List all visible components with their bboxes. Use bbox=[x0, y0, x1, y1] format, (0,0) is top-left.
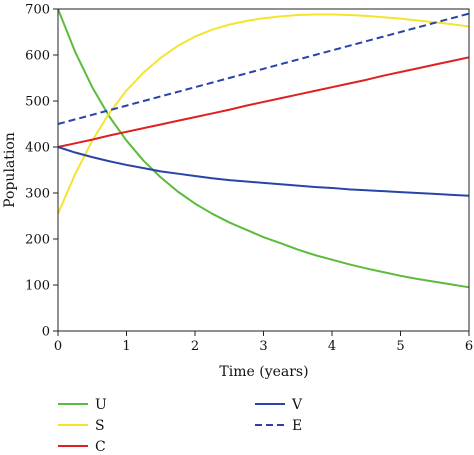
legend-item-c: C bbox=[58, 439, 106, 455]
y-tick-label: 400 bbox=[25, 141, 50, 156]
series-line-s bbox=[57, 13, 470, 215]
plot-frame bbox=[57, 8, 470, 332]
legend-item-v: V bbox=[255, 397, 303, 413]
legend-label: C bbox=[95, 439, 106, 455]
x-tick-label: 4 bbox=[328, 339, 336, 354]
x-axis-title: Time (years) bbox=[219, 364, 308, 380]
legend-item-s: S bbox=[58, 418, 105, 434]
y-tick-label: 0 bbox=[42, 325, 50, 340]
series-line-v bbox=[57, 146, 470, 197]
x-tick-label: 3 bbox=[259, 339, 267, 354]
legend-label: S bbox=[95, 418, 105, 434]
legend-label: E bbox=[292, 418, 302, 434]
legend-label: V bbox=[291, 397, 303, 413]
y-tick-label: 500 bbox=[25, 95, 50, 110]
series-line-e bbox=[57, 12, 470, 125]
y-tick-label: 300 bbox=[25, 187, 50, 202]
y-axis-title: Population bbox=[2, 132, 18, 208]
legend-item-e: E bbox=[255, 418, 302, 434]
y-tick-label: 200 bbox=[25, 233, 50, 248]
x-tick-label: 0 bbox=[54, 339, 62, 354]
x-tick-label: 5 bbox=[396, 339, 404, 354]
y-tick-label: 600 bbox=[25, 49, 50, 64]
x-axis-ticks: 0 1 2 3 4 5 6 bbox=[54, 331, 473, 354]
x-tick-label: 6 bbox=[465, 339, 473, 354]
legend-item-u: U bbox=[58, 397, 107, 413]
series-line-c bbox=[57, 56, 470, 148]
x-tick-label: 2 bbox=[191, 339, 199, 354]
y-tick-label: 700 bbox=[25, 3, 50, 18]
legend: USC VE bbox=[58, 397, 303, 455]
x-tick-label: 1 bbox=[122, 339, 130, 354]
y-axis-ticks: 0 100 200 300 400 500 600 700 bbox=[25, 3, 58, 340]
legend-label: U bbox=[95, 397, 107, 413]
y-tick-label: 100 bbox=[25, 279, 50, 294]
series-lines bbox=[57, 8, 470, 289]
series-line-u bbox=[57, 8, 470, 289]
